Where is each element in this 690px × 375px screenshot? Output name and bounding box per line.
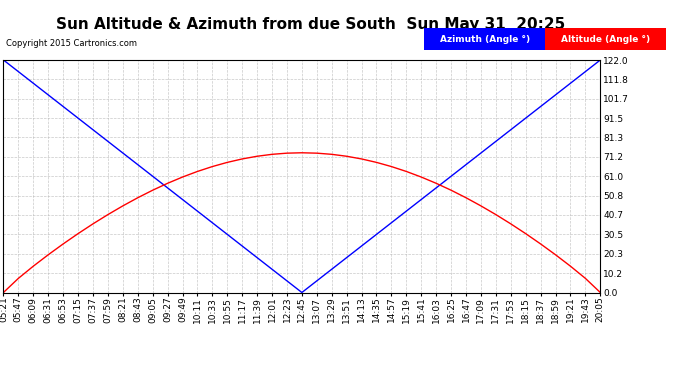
Text: Azimuth (Angle °): Azimuth (Angle °) <box>440 35 530 44</box>
Text: Copyright 2015 Cartronics.com: Copyright 2015 Cartronics.com <box>6 39 137 48</box>
Text: Sun Altitude & Azimuth from due South  Sun May 31  20:25: Sun Altitude & Azimuth from due South Su… <box>56 17 565 32</box>
Text: Altitude (Angle °): Altitude (Angle °) <box>561 35 650 44</box>
